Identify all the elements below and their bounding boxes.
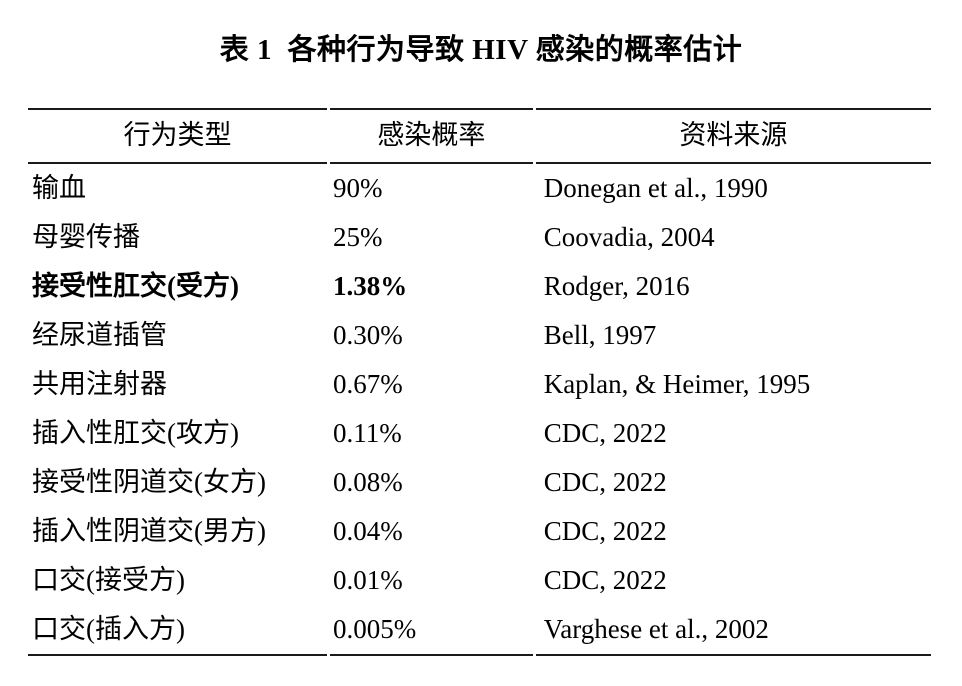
table-row-emphasized: 接受性肛交(受方) 1.38% Rodger, 2016 (28, 262, 931, 311)
table-row: 输血 90% Donegan et al., 1990 (28, 164, 931, 213)
probability-cell: 0.08% (333, 466, 403, 497)
behavior-cell: 输血 (32, 172, 86, 203)
header-behavior-type: 行为类型 (28, 108, 327, 164)
behavior-cell: 母婴传播 (32, 221, 140, 252)
probability-cell: 0.30% (333, 319, 403, 350)
behavior-cell: 口交(接受方) (32, 564, 185, 595)
source-cell: Donegan et al., 1990 (543, 172, 768, 203)
header-row: 行为类型 感染概率 资料来源 (28, 108, 931, 164)
source-cell: CDC, 2022 (543, 417, 667, 448)
hiv-probability-table: 行为类型 感染概率 资料来源 输血 90% Donegan et al., 19… (25, 108, 934, 656)
probability-cell: 0.04% (333, 515, 403, 546)
source-cell: Varghese et al., 2002 (535, 605, 931, 656)
source-cell: Rodger, 2016 (543, 270, 690, 301)
probability-cell: 0.11% (333, 417, 402, 448)
table-row: 口交(接受方) 0.01% CDC, 2022 (28, 556, 931, 605)
probability-cell: 25% (333, 221, 383, 252)
behavior-cell: 接受性阴道交(女方) (32, 466, 266, 497)
table-row: 经尿道插管 0.30% Bell, 1997 (28, 311, 931, 360)
header-infection-probability: 感染概率 (330, 108, 533, 164)
behavior-cell: 插入性肛交(攻方) (32, 417, 239, 448)
table-body: 输血 90% Donegan et al., 1990 母婴传播 25% Coo… (28, 164, 931, 656)
source-cell: CDC, 2022 (543, 515, 667, 546)
table-row: 口交(插入方) 0.005% Varghese et al., 2002 (28, 605, 931, 656)
probability-cell: 0.01% (333, 564, 403, 595)
table-row: 插入性肛交(攻方) 0.11% CDC, 2022 (28, 409, 931, 458)
behavior-cell: 插入性阴道交(男方) (32, 515, 266, 546)
table-row: 接受性阴道交(女方) 0.08% CDC, 2022 (28, 458, 931, 507)
source-cell: Coovadia, 2004 (543, 221, 715, 252)
behavior-cell: 口交(插入方) (28, 605, 327, 656)
table-header: 行为类型 感染概率 资料来源 (28, 108, 931, 164)
table-caption: 表 1 各种行为导致 HIV 感染的概率估计 (219, 34, 743, 66)
probability-cell: 1.38% (333, 270, 408, 301)
behavior-cell: 接受性肛交(受方) (32, 270, 239, 301)
table-row: 母婴传播 25% Coovadia, 2004 (28, 213, 931, 262)
probability-cell: 0.005% (330, 605, 533, 656)
table-row: 共用注射器 0.67% Kaplan, & Heimer, 1995 (28, 360, 931, 409)
behavior-cell: 共用注射器 (32, 368, 167, 399)
header-data-source: 资料来源 (535, 108, 931, 164)
source-cell: CDC, 2022 (543, 564, 667, 595)
source-cell: Kaplan, & Heimer, 1995 (543, 368, 811, 399)
probability-cell: 90% (333, 172, 383, 203)
source-cell: Bell, 1997 (543, 319, 657, 350)
source-cell: CDC, 2022 (543, 466, 667, 497)
table-row: 插入性阴道交(男方) 0.04% CDC, 2022 (28, 507, 931, 556)
probability-cell: 0.67% (333, 368, 403, 399)
behavior-cell: 经尿道插管 (32, 319, 167, 350)
